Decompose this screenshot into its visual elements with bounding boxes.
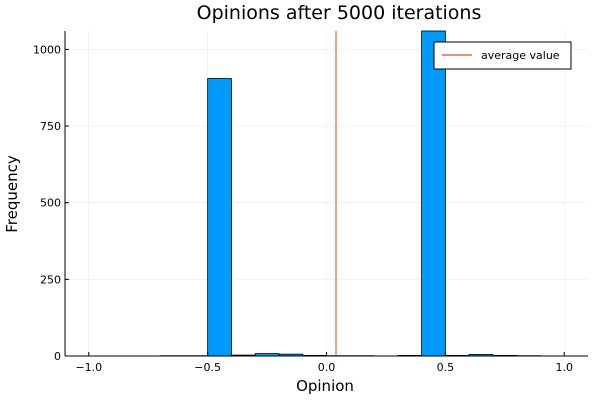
chart-title: Opinions after 5000 iterations [197, 2, 482, 24]
x-tick-label: −0.5 [194, 361, 221, 374]
y-axis-title: Frequency [3, 155, 21, 233]
y-tick-label: 1000 [33, 43, 61, 56]
y-tick-label: 500 [40, 197, 61, 210]
x-tick-label: −1.0 [75, 361, 102, 374]
y-tick-label: 0 [54, 350, 61, 363]
histogram-bar [208, 79, 232, 356]
legend-average-label: average value [481, 49, 560, 62]
x-tick-label: 0.0 [318, 361, 336, 374]
x-axis-title: Opinion [296, 377, 354, 395]
y-tick-label: 250 [40, 273, 61, 286]
histogram-bar [422, 31, 446, 356]
x-tick-label: 0.5 [437, 361, 455, 374]
y-tick-label: 750 [40, 120, 61, 133]
legend: average value [434, 42, 571, 69]
x-tick-label: 1.0 [555, 361, 573, 374]
